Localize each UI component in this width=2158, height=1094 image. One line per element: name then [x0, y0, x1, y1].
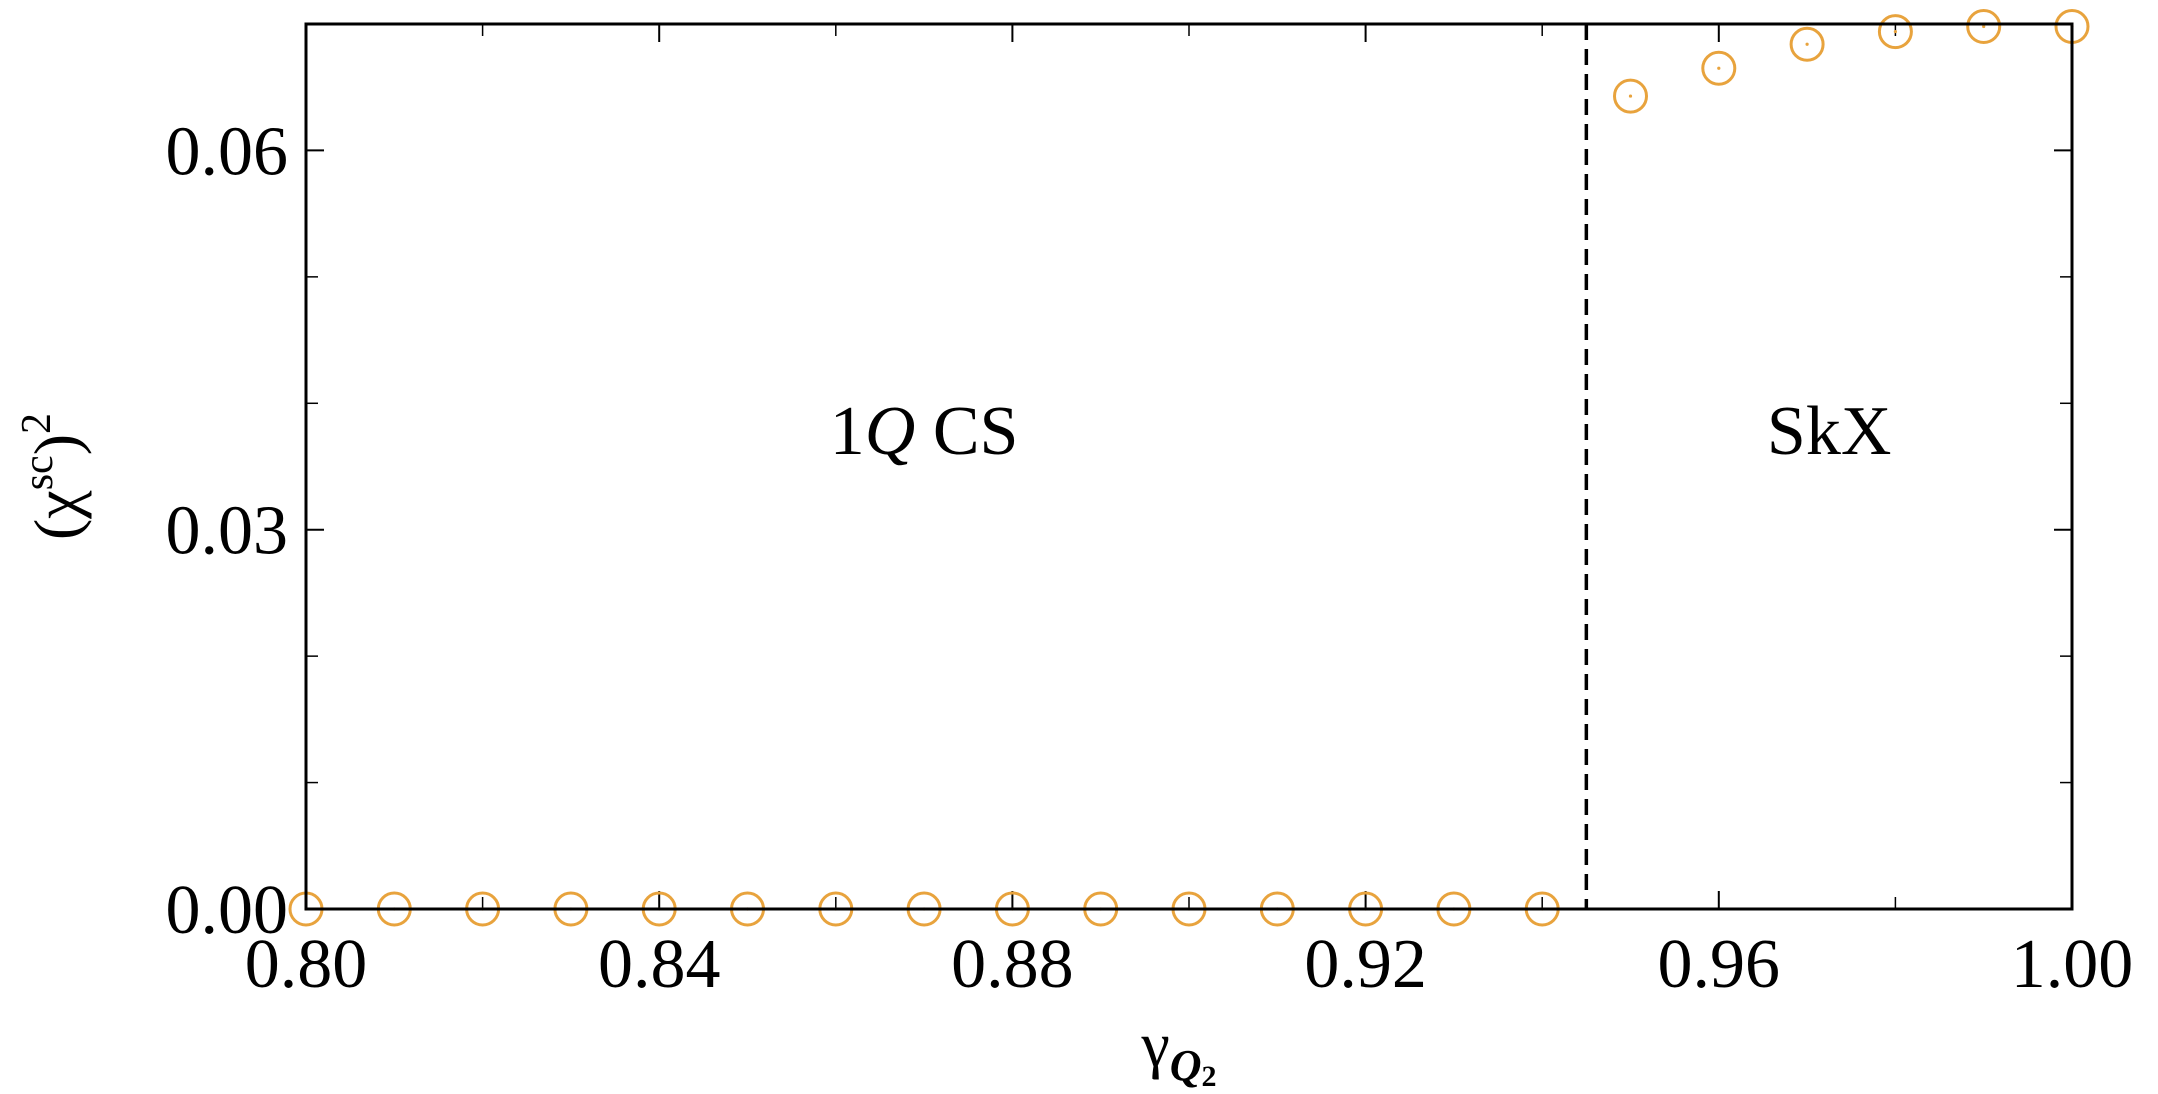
data-point-center — [1982, 24, 1986, 29]
data-point-center — [1893, 29, 1897, 34]
y-axis-label-base: (χ — [21, 490, 92, 540]
data-point-center — [1717, 66, 1721, 70]
data-point — [1789, 26, 1825, 62]
region-label-rest: CS — [915, 393, 1018, 470]
data-point — [1966, 9, 2002, 45]
y-axis-label-close: ) — [21, 434, 92, 455]
data-point-center — [1628, 94, 1633, 98]
y-tick-label: 0.06 — [166, 113, 289, 190]
data-point — [1613, 78, 1648, 114]
region-label: SkX — [1767, 393, 1891, 470]
x-axis-label-subscript: Q — [1170, 1041, 1202, 1089]
region-label: 1Q CS — [830, 393, 1019, 470]
y-tick-label: 0.03 — [166, 493, 289, 570]
x-axis-label-subscript-index: 2 — [1202, 1060, 1217, 1089]
region-label-main: SkX — [1767, 393, 1891, 470]
x-axis-label: γQ2 — [1140, 1009, 1216, 1089]
plot-frame — [304, 22, 2074, 911]
y-axis-label-power: 2 — [14, 413, 60, 434]
x-tick-label: 0.84 — [598, 926, 721, 1003]
x-tick-label: 0.96 — [1658, 926, 1781, 1003]
data-point — [1877, 14, 1913, 50]
x-tick-label: 0.80 — [245, 926, 368, 1003]
x-tick-label: 0.88 — [951, 926, 1074, 1003]
data-point-center — [1805, 42, 1809, 46]
x-tick-label: 1.00 — [2011, 926, 2134, 1003]
x-tick-label: 0.92 — [1304, 926, 1427, 1003]
region-label-main: 1 — [830, 393, 865, 470]
y-axis-label-superscript: sc — [16, 455, 62, 490]
x-axis-label-base: γ — [1140, 1009, 1169, 1080]
data-point — [1701, 50, 1737, 86]
y-axis-label: (χsc)2 — [14, 413, 92, 540]
region-label-italic: Q — [865, 393, 916, 470]
y-tick-label: 0.00 — [166, 872, 289, 949]
